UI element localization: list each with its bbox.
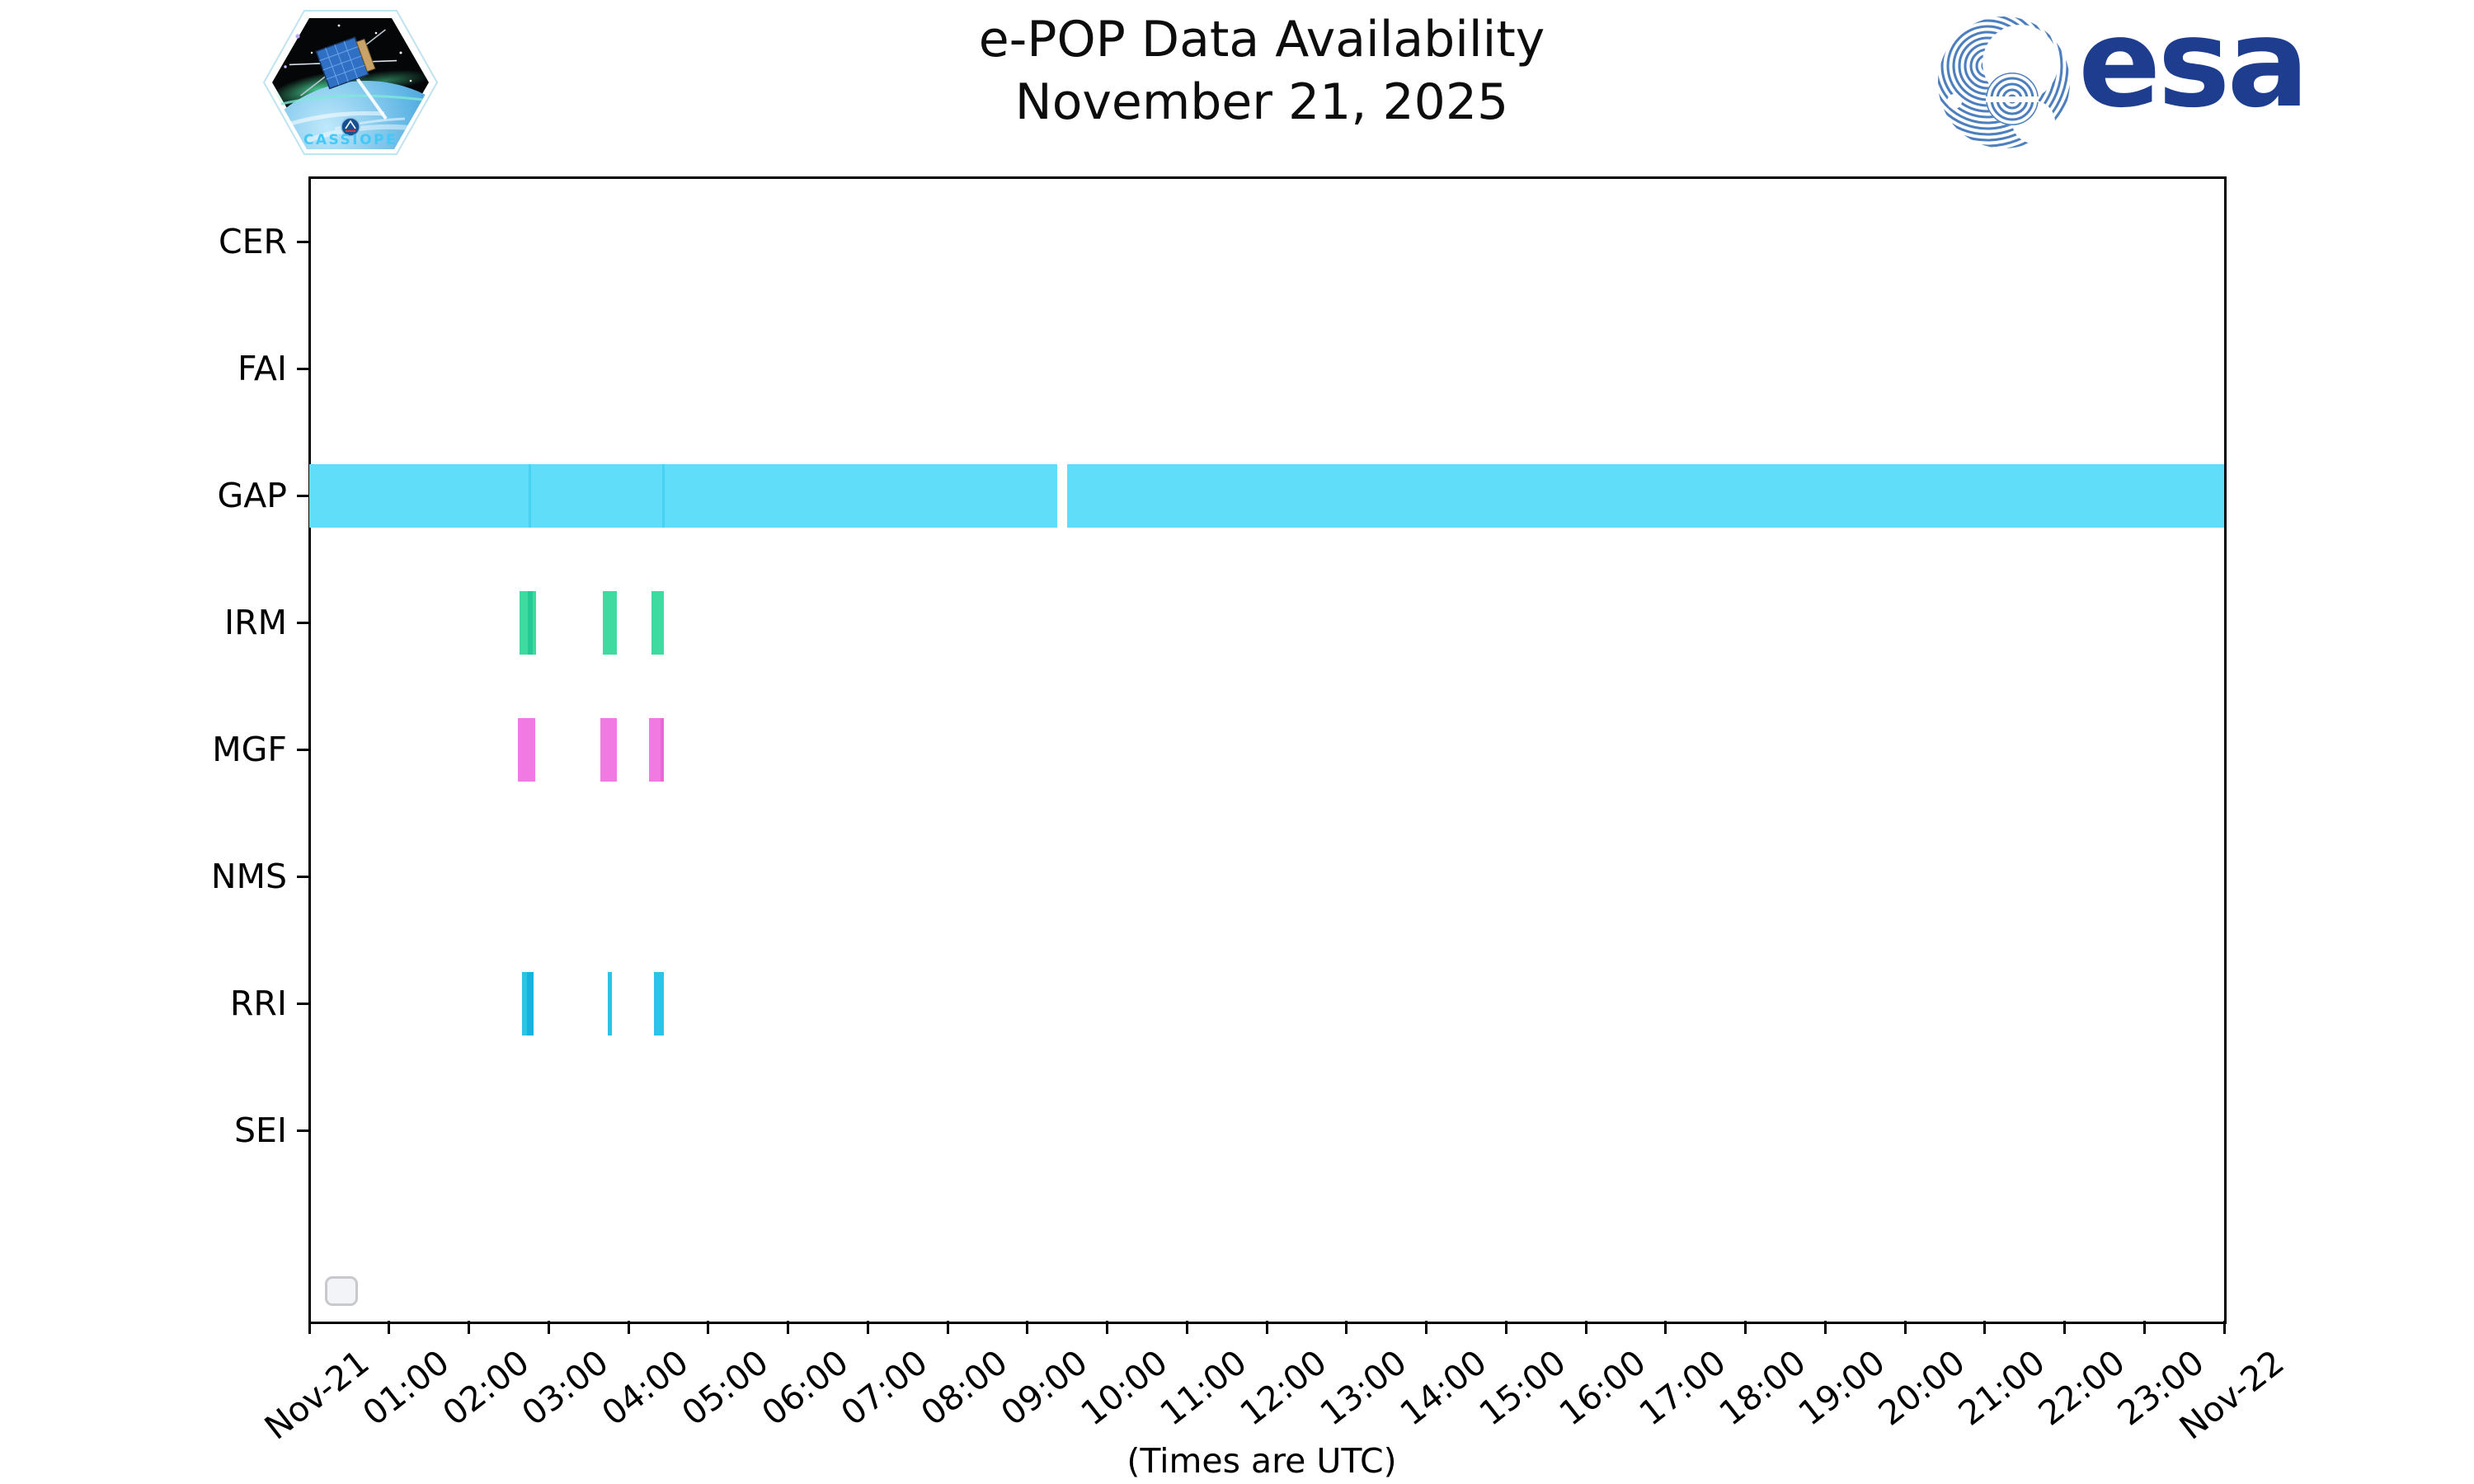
x-tick-24: [2222, 1321, 2226, 1334]
x-tick-12: [1265, 1321, 1268, 1334]
y-tick-sei: [297, 1129, 309, 1132]
x-tick-label-12: 12:00: [1232, 1342, 1334, 1434]
x-tick-23: [2142, 1321, 2146, 1334]
x-tick-label-18: 18:00: [1711, 1342, 1813, 1434]
availability-bar-rri-overlap-4: [527, 971, 534, 1036]
x-tick-2: [468, 1321, 470, 1334]
availability-bar-gap-overlap-1: [661, 463, 665, 528]
plot-area: [308, 176, 2227, 1324]
x-tick-label-21: 21:00: [1950, 1342, 2053, 1434]
page-title: e-POP Data Availability November 21, 202…: [979, 8, 1545, 134]
x-tick-label-9: 09:00: [993, 1342, 1095, 1434]
y-tick-cer: [297, 240, 309, 243]
x-tick-22: [2063, 1321, 2066, 1334]
x-tick-3: [547, 1321, 550, 1334]
x-tick-label-14: 14:00: [1392, 1342, 1494, 1434]
legend-box: [325, 1276, 358, 1306]
cassiope-mission-patch: CASSIOPE: [261, 5, 440, 160]
x-tick-19: [1823, 1321, 1827, 1334]
x-tick-14: [1425, 1321, 1427, 1334]
availability-bar-mgf-7: [649, 717, 664, 782]
x-tick-4: [627, 1321, 630, 1334]
x-tick-5: [707, 1321, 710, 1334]
page-title-line1: e-POP Data Availability: [978, 11, 1545, 68]
y-tick-fai: [297, 367, 309, 370]
x-tick-6: [787, 1321, 789, 1334]
x-tick-11: [1185, 1321, 1188, 1334]
x-tick-21: [1983, 1321, 1987, 1334]
x-tick-label-22: 22:00: [2030, 1342, 2133, 1434]
x-tick-18: [1744, 1321, 1747, 1334]
x-tick-label-0: Nov-21: [257, 1342, 377, 1448]
y-tick-label-rri: RRI: [229, 984, 287, 1023]
x-tick-16: [1584, 1321, 1587, 1334]
availability-bar-mgf-6: [600, 717, 618, 782]
x-tick-7: [866, 1321, 869, 1334]
availability-bar-rri-9: [607, 971, 612, 1036]
x-tick-13: [1345, 1321, 1348, 1334]
x-tick-label-4: 04:00: [594, 1342, 696, 1434]
availability-bar-gap-0: [309, 463, 1057, 528]
availability-bar-gap-overlap-0: [529, 463, 531, 528]
y-tick-label-irm: IRM: [224, 603, 287, 642]
page-title-line2: November 21, 2025: [1014, 73, 1509, 131]
y-tick-nms: [297, 875, 309, 878]
cassiope-patch-graphic: CASSIOPE: [262, 10, 439, 155]
y-tick-label-fai: FAI: [238, 349, 287, 388]
x-tick-label-11: 11:00: [1153, 1342, 1254, 1434]
x-tick-label-17: 17:00: [1631, 1342, 1733, 1434]
x-tick-9: [1026, 1321, 1029, 1334]
x-tick-17: [1664, 1321, 1667, 1334]
x-tick-20: [1903, 1321, 1907, 1334]
x-tick-1: [388, 1321, 391, 1334]
y-tick-mgf: [297, 748, 309, 751]
y-tick-rri: [297, 1002, 309, 1005]
y-tick-label-nms: NMS: [210, 857, 287, 896]
availability-bar-gap-1: [1067, 463, 2224, 528]
x-tick-label-13: 13:00: [1312, 1342, 1414, 1434]
y-tick-label-sei: SEI: [233, 1111, 287, 1150]
x-tick-label-1: 01:00: [355, 1342, 457, 1434]
esa-wordmark: esa: [2078, 0, 2309, 134]
x-tick-label-6: 06:00: [754, 1342, 856, 1434]
y-tick-label-mgf: MGF: [212, 730, 287, 769]
x-tick-15: [1504, 1321, 1507, 1334]
x-tick-label-2: 02:00: [435, 1342, 537, 1434]
x-tick-label-7: 07:00: [834, 1342, 935, 1434]
availability-bar-rri-10: [653, 971, 664, 1036]
x-tick-label-5: 05:00: [674, 1342, 776, 1434]
esa-globe-icon: [1938, 16, 2070, 148]
x-tick-10: [1106, 1321, 1108, 1334]
y-tick-label-gap: GAP: [217, 476, 287, 515]
availability-bar-mgf-5: [518, 717, 535, 782]
x-tick-label-8: 08:00: [913, 1342, 1015, 1434]
availability-bar-irm-3: [603, 590, 618, 655]
x-tick-label-16: 16:00: [1551, 1342, 1653, 1434]
x-tick-label-15: 15:00: [1472, 1342, 1573, 1434]
x-axis-title: (Times are UTC): [1126, 1441, 1397, 1481]
x-tick-label-10: 10:00: [1073, 1342, 1175, 1434]
availability-bar-mgf-overlap-3: [660, 717, 664, 782]
x-tick-label-3: 03:00: [515, 1342, 616, 1434]
x-tick-8: [946, 1321, 949, 1334]
availability-bar-irm-4: [651, 590, 664, 655]
x-tick-label-20: 20:00: [1870, 1342, 1973, 1434]
y-tick-gap: [297, 494, 309, 497]
x-tick-0: [308, 1321, 311, 1334]
x-tick-label-19: 19:00: [1791, 1342, 1893, 1434]
y-tick-irm: [297, 621, 309, 624]
esa-logo: esa: [1936, 0, 2324, 159]
cassiope-patch-label: CASSIOPE: [303, 132, 397, 148]
availability-bar-irm-overlap-2: [528, 590, 533, 655]
y-tick-label-cer: CER: [218, 222, 287, 261]
